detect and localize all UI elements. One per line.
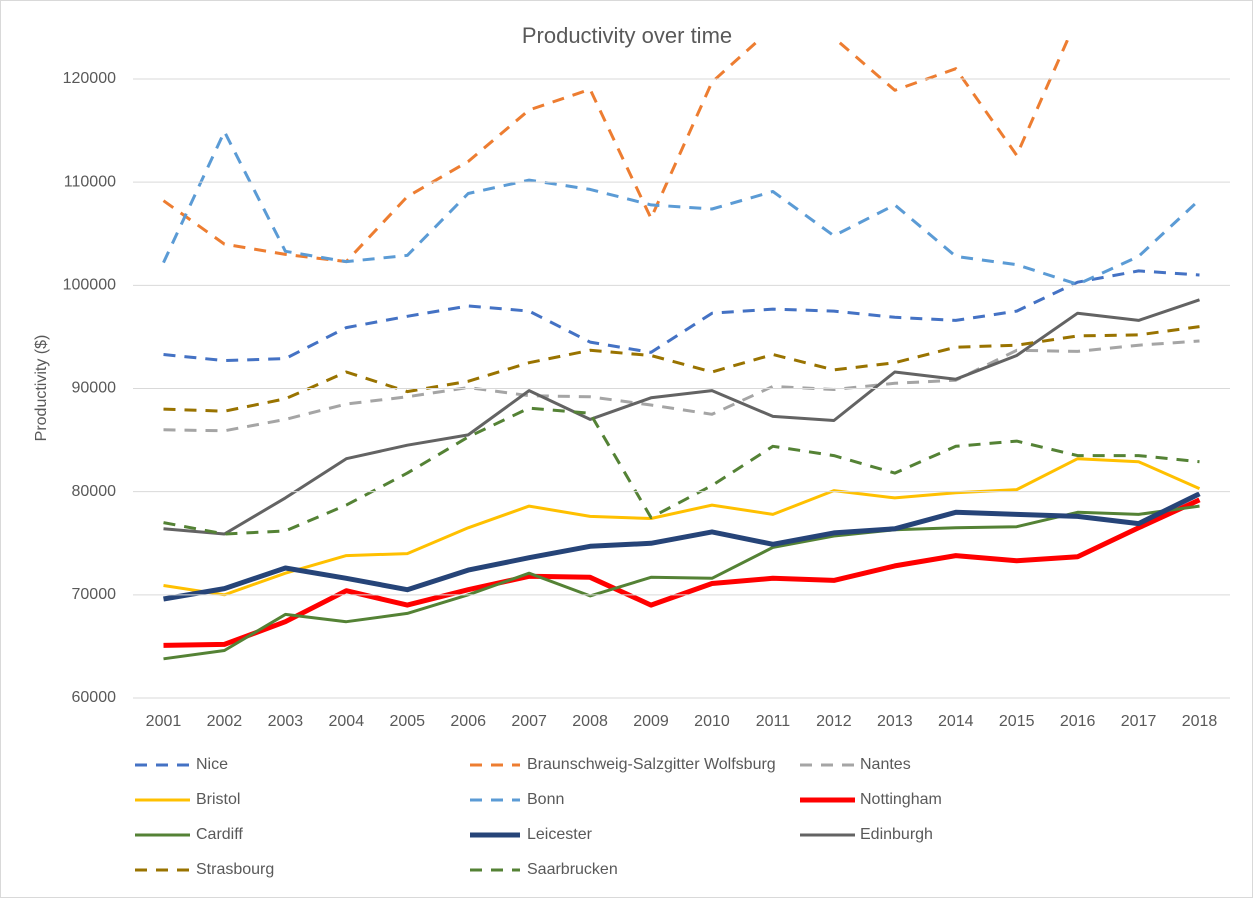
x-tick-label: 2011 <box>756 713 791 730</box>
legend-label: Bristol <box>196 791 240 808</box>
series-line <box>163 325 1200 413</box>
x-tick-label: 2013 <box>877 713 913 730</box>
y-tick-label: 70000 <box>72 586 117 603</box>
series-line <box>163 497 1201 648</box>
x-tick-label: 2010 <box>694 713 730 730</box>
y-tick-label: 110000 <box>64 173 116 190</box>
x-tick-label: 2002 <box>207 713 243 730</box>
x-tick-label: 2015 <box>999 713 1035 730</box>
legend-label: Nantes <box>860 756 911 773</box>
y-tick-label: 60000 <box>72 689 117 706</box>
legend-label: Braunschweig-Salzgitter Wolfsburg <box>527 756 776 773</box>
series-line <box>163 269 1200 363</box>
y-tick-label: 80000 <box>72 483 117 500</box>
series-line <box>163 406 1200 536</box>
series-line <box>163 491 1201 602</box>
x-tick-label: 2005 <box>389 713 425 730</box>
x-tick-label: 2009 <box>633 713 669 730</box>
x-tick-label: 2004 <box>329 713 365 730</box>
series-line <box>163 339 1200 433</box>
x-tick-label: 2018 <box>1182 713 1218 730</box>
chart-title: Productivity over time <box>522 23 732 48</box>
y-tick-label: 100000 <box>63 277 116 294</box>
series-line <box>163 457 1201 597</box>
series-line <box>163 504 1200 661</box>
plot-area <box>162 40 1201 661</box>
legend-label: Nottingham <box>860 791 942 808</box>
x-tick-label: 2006 <box>450 713 486 730</box>
legend-label: Leicester <box>527 826 593 843</box>
x-tick-label: 2016 <box>1060 713 1096 730</box>
series-line <box>162 130 1201 286</box>
series-line <box>162 40 1070 264</box>
x-tick-label: 2003 <box>268 713 304 730</box>
y-tick-label: 90000 <box>72 380 117 397</box>
y-tick-label: 120000 <box>63 70 116 87</box>
x-tick-label: 2012 <box>816 713 852 730</box>
x-tick-label: 2007 <box>511 713 547 730</box>
legend-label: Cardiff <box>196 826 243 843</box>
series-line <box>163 298 1200 536</box>
legend-label: Nice <box>196 756 228 773</box>
legend-label: Bonn <box>527 791 564 808</box>
legend-label: Edinburgh <box>860 826 933 843</box>
legend-label: Strasbourg <box>196 861 274 878</box>
y-axis-label: Productivity ($) <box>33 335 50 442</box>
x-tick-label: 2014 <box>938 713 974 730</box>
x-tick-label: 2017 <box>1121 713 1157 730</box>
x-tick-label: 2001 <box>146 713 182 730</box>
legend-label: Saarbrucken <box>527 861 618 878</box>
x-tick-label: 2008 <box>572 713 608 730</box>
